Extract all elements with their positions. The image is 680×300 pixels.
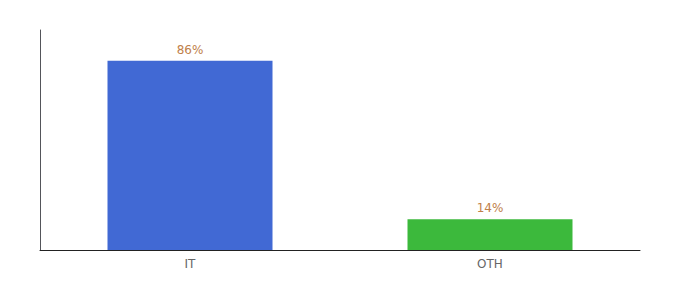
svg-text:86%: 86% — [177, 43, 204, 57]
svg-text:IT: IT — [185, 257, 197, 271]
svg-text:14%: 14% — [477, 201, 504, 215]
svg-text:OTH: OTH — [477, 257, 503, 271]
